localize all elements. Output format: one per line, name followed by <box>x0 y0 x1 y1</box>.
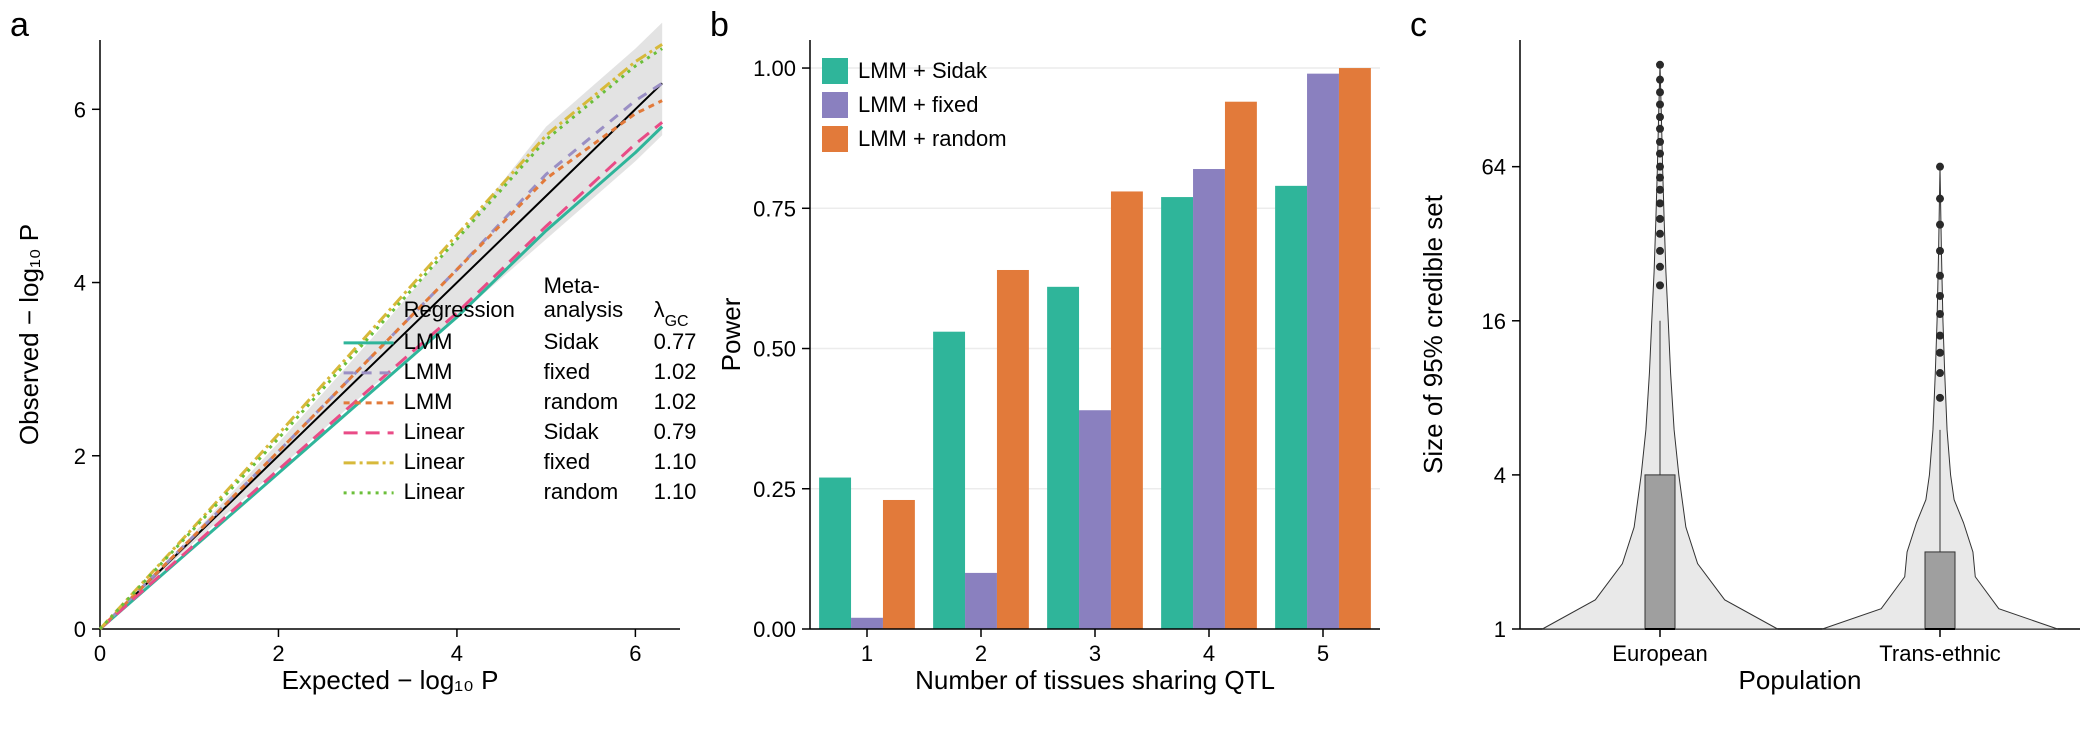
svg-text:0: 0 <box>74 617 86 642</box>
svg-text:1.10: 1.10 <box>654 479 697 504</box>
panel-a-label: a <box>10 6 29 45</box>
svg-text:0.25: 0.25 <box>753 477 796 502</box>
svg-text:1: 1 <box>861 641 873 666</box>
qq-plot: 0 2 4 6 0 2 4 6 Expected − log₁₀ P Observed − log… <box>0 0 700 739</box>
svg-text:0.00: 0.00 <box>753 617 796 642</box>
svg-text:0.79: 0.79 <box>654 419 697 444</box>
svg-text:6: 6 <box>74 97 86 122</box>
figure-container: a 0 2 4 6 0 2 4 6 Expected − log₁₀ P Observed − l… <box>0 0 2100 739</box>
svg-text:Linear: Linear <box>404 449 465 474</box>
svg-text:Number of tissues sharing QTL: Number of tissues sharing QTL <box>915 665 1275 695</box>
svg-text:λGC: λGC <box>654 297 689 330</box>
svg-text:2: 2 <box>975 641 987 666</box>
svg-text:fixed: fixed <box>544 359 590 384</box>
svg-text:Regression: Regression <box>404 297 515 322</box>
panel-a: a 0 2 4 6 0 2 4 6 Expected − log₁₀ P Observed − l… <box>0 0 700 739</box>
violin-plot: 1 4 16 64 European Trans-ethnic Population Size… <box>1400 0 2100 739</box>
svg-text:4: 4 <box>1203 641 1215 666</box>
svg-text:analysis: analysis <box>544 297 623 322</box>
svg-text:2: 2 <box>74 444 86 469</box>
svg-text:Power: Power <box>716 297 746 371</box>
panel-b-label: b <box>710 6 729 45</box>
svg-text:4: 4 <box>1494 463 1506 488</box>
svg-text:Population: Population <box>1739 665 1862 695</box>
svg-text:LMM: LMM <box>404 329 453 354</box>
svg-text:fixed: fixed <box>544 449 590 474</box>
svg-text:0.75: 0.75 <box>753 196 796 221</box>
svg-text:2: 2 <box>272 641 284 666</box>
svg-text:1.02: 1.02 <box>654 359 697 384</box>
svg-text:Size of 95% credible set: Size of 95% credible set <box>1418 194 1448 474</box>
svg-text:1: 1 <box>1494 617 1506 642</box>
svg-text:LMM + fixed: LMM + fixed <box>858 92 978 117</box>
svg-text:3: 3 <box>1089 641 1101 666</box>
panel-c: c 1 4 16 64 European Trans-ethnic Population Si… <box>1400 0 2100 739</box>
svg-text:LMM: LMM <box>404 389 453 414</box>
svg-text:5: 5 <box>1317 641 1329 666</box>
svg-text:0.77: 0.77 <box>654 329 697 354</box>
svg-text:LMM: LMM <box>404 359 453 384</box>
svg-text:4: 4 <box>451 641 463 666</box>
svg-text:Meta-: Meta- <box>544 273 600 298</box>
svg-text:4: 4 <box>74 271 86 296</box>
svg-text:random: random <box>544 389 619 414</box>
svg-text:1.10: 1.10 <box>654 449 697 474</box>
svg-text:Expected − log₁₀ P: Expected − log₁₀ P <box>282 665 499 695</box>
svg-text:Sidak: Sidak <box>544 419 600 444</box>
svg-text:64: 64 <box>1482 155 1506 180</box>
panel-c-label: c <box>1410 6 1427 45</box>
svg-text:Sidak: Sidak <box>544 329 600 354</box>
svg-text:LMM + Sidak: LMM + Sidak <box>858 58 988 83</box>
svg-text:Linear: Linear <box>404 479 465 504</box>
svg-text:LMM + random: LMM + random <box>858 126 1007 151</box>
svg-text:1.02: 1.02 <box>654 389 697 414</box>
svg-text:European: European <box>1612 641 1707 666</box>
svg-text:16: 16 <box>1482 309 1506 334</box>
svg-text:random: random <box>544 479 619 504</box>
svg-text:Observed − log₁₀ P: Observed − log₁₀ P <box>14 224 44 445</box>
svg-text:1.00: 1.00 <box>753 56 796 81</box>
bar-chart: 0.00 0.25 0.50 0.75 1.00 1 2 3 4 5 Number of tissu… <box>700 0 1400 739</box>
svg-text:Linear: Linear <box>404 419 465 444</box>
svg-text:0.50: 0.50 <box>753 337 796 362</box>
svg-text:0: 0 <box>94 641 106 666</box>
panel-b: b 0.00 0.25 0.50 0.75 1.00 1 2 3 4 5 Number of tis… <box>700 0 1400 739</box>
svg-text:Trans-ethnic: Trans-ethnic <box>1879 641 2000 666</box>
svg-text:6: 6 <box>629 641 641 666</box>
